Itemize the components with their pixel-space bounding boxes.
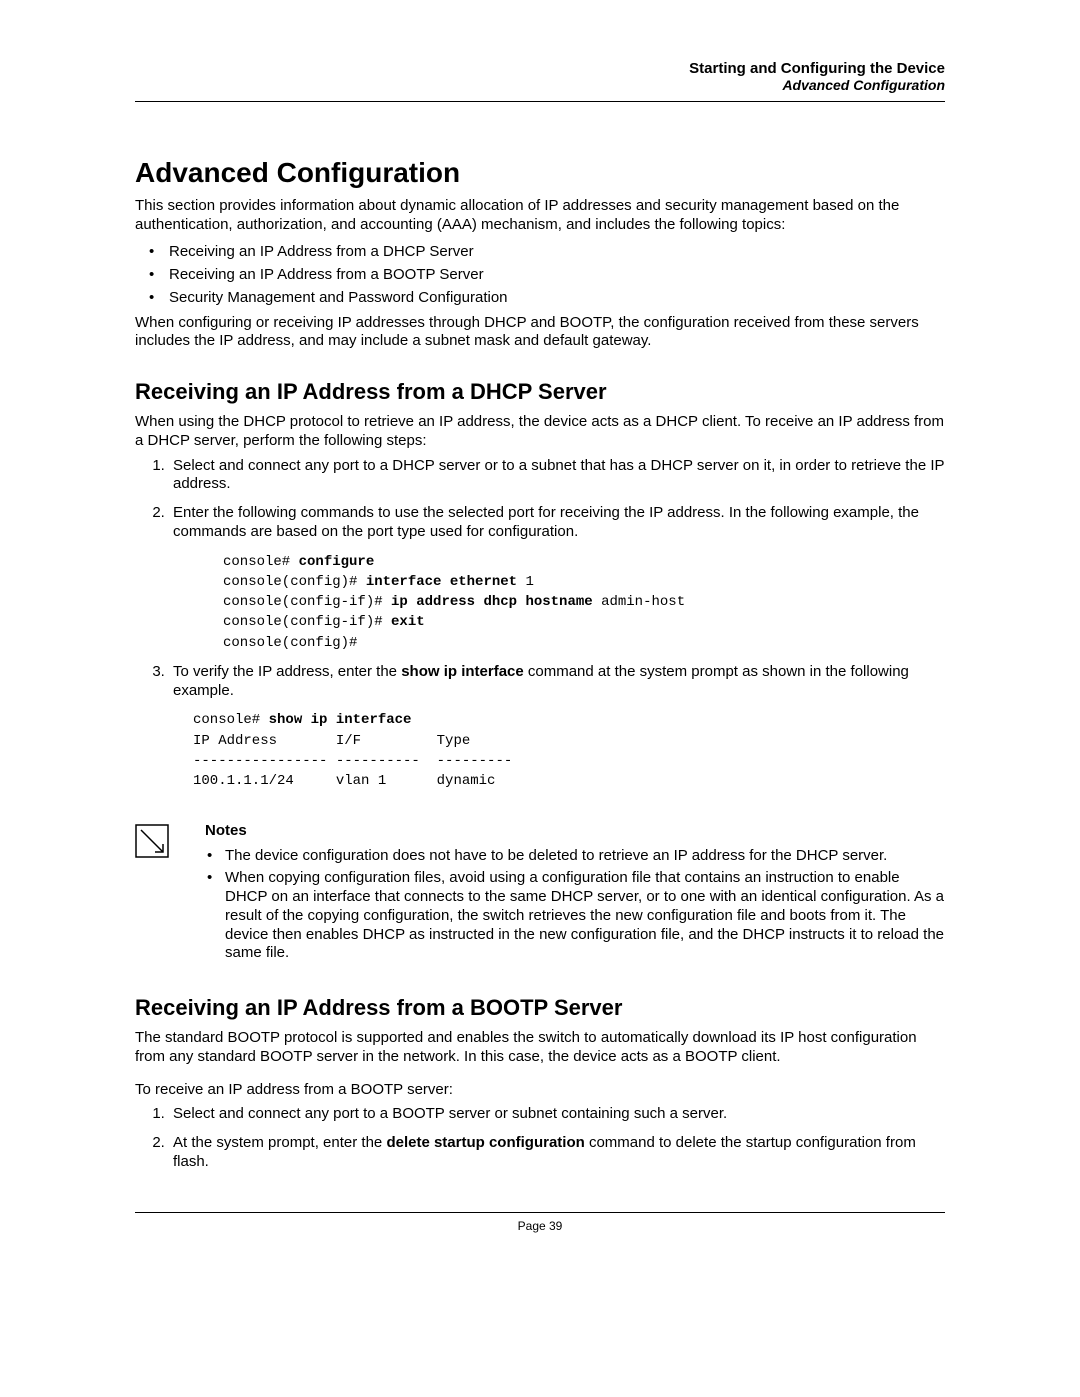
command-name: show ip interface [401,663,524,680]
bootp-lead: To receive an IP address from a BOOTP se… [135,1081,945,1100]
header-chapter: Starting and Configuring the Device [135,60,945,77]
header-rule [135,101,945,102]
step-text: Enter the following commands to use the … [173,504,919,540]
note-item: The device configuration does not have t… [225,847,945,866]
intro-paragraph: This section provides information about … [135,197,945,235]
command-name: delete startup configuration [386,1134,584,1151]
footer-rule [135,1212,945,1213]
step-text-part: At the system prompt, enter the [173,1134,386,1151]
page-number: Page 39 [135,1219,945,1233]
step-item: Select and connect any port to a BOOTP s… [169,1105,945,1124]
topic-item: Security Management and Password Configu… [169,287,945,308]
notes-content: Notes The device configuration does not … [205,822,945,968]
dhcp-subtitle: Receiving an IP Address from a DHCP Serv… [135,379,945,405]
code-block: console# show ip interface IP Address I/… [193,710,945,791]
bootp-subtitle: Receiving an IP Address from a BOOTP Ser… [135,995,945,1021]
notes-title: Notes [205,822,945,839]
step-item: At the system prompt, enter the delete s… [169,1134,945,1172]
bootp-steps: Select and connect any port to a BOOTP s… [135,1105,945,1171]
dhcp-steps: Select and connect any port to a DHCP se… [135,457,945,792]
note-item: When copying configuration files, avoid … [225,869,945,963]
section-title: Advanced Configuration [135,157,945,189]
intro-paragraph-2: When configuring or receiving IP address… [135,314,945,352]
step-text-part: To verify the IP address, enter the [173,663,401,680]
step-item: Select and connect any port to a DHCP se… [169,457,945,495]
note-icon [135,824,169,858]
page-header: Starting and Configuring the Device Adva… [135,60,945,93]
dhcp-intro: When using the DHCP protocol to retrieve… [135,413,945,451]
header-section: Advanced Configuration [135,77,945,93]
bootp-intro: The standard BOOTP protocol is supported… [135,1029,945,1067]
step-item: Enter the following commands to use the … [169,504,945,653]
notes-block: Notes The device configuration does not … [135,822,945,968]
topics-list: Receiving an IP Address from a DHCP Serv… [135,241,945,308]
topic-item: Receiving an IP Address from a BOOTP Ser… [169,264,945,285]
notes-list: The device configuration does not have t… [205,847,945,964]
code-block: console# configure console(config)# inte… [223,552,945,653]
step-item: To verify the IP address, enter the show… [169,663,945,792]
topic-item: Receiving an IP Address from a DHCP Serv… [169,241,945,262]
